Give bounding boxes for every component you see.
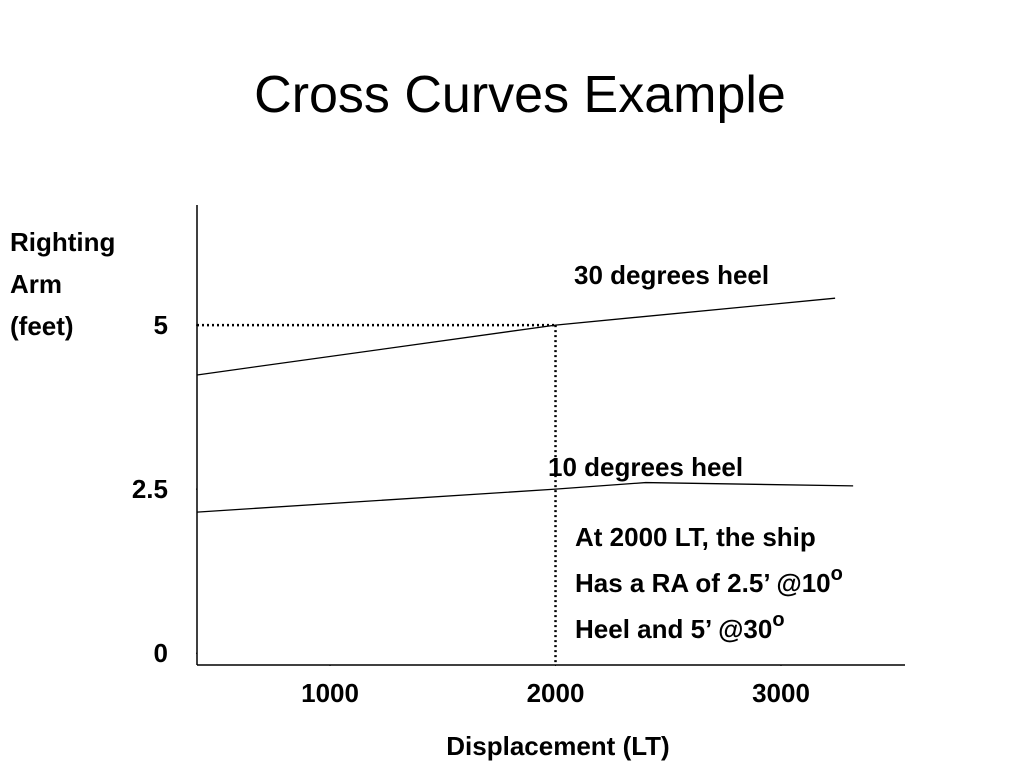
x-tick-label: 2000: [527, 678, 585, 708]
y-axis-label: Arm: [10, 269, 62, 299]
y-tick-label: 5: [154, 310, 168, 340]
annotation-text: Heel and 5’ @30: [575, 614, 772, 644]
annotation-text: At 2000 LT, the ship: [575, 522, 816, 552]
annotation: At 2000 LT, the ship: [575, 522, 816, 552]
y-tick-label: 0: [154, 638, 168, 668]
title: Cross Curves Example: [254, 66, 786, 124]
x-tick-label: 1000: [301, 678, 359, 708]
annotation-sup: o: [831, 563, 843, 585]
y-axis-label: Righting: [10, 227, 115, 257]
series-line: [196, 297, 836, 376]
y-axis-label: (feet): [10, 311, 74, 341]
x-axis-label: Displacement (LT): [446, 731, 669, 761]
annotation: Has a RA of 2.5’ @10o: [575, 563, 843, 598]
series-label: 10 degrees heel: [548, 452, 743, 482]
series-label: 30 degrees heel: [574, 260, 769, 290]
x-tick-label: 3000: [752, 678, 810, 708]
series-line: [196, 481, 854, 513]
annotation-text: Has a RA of 2.5’ @10: [575, 568, 831, 598]
y-tick-label: 2.5: [132, 474, 168, 504]
annotation: Heel and 5’ @30o: [575, 609, 785, 644]
annotation-sup: o: [772, 609, 784, 631]
